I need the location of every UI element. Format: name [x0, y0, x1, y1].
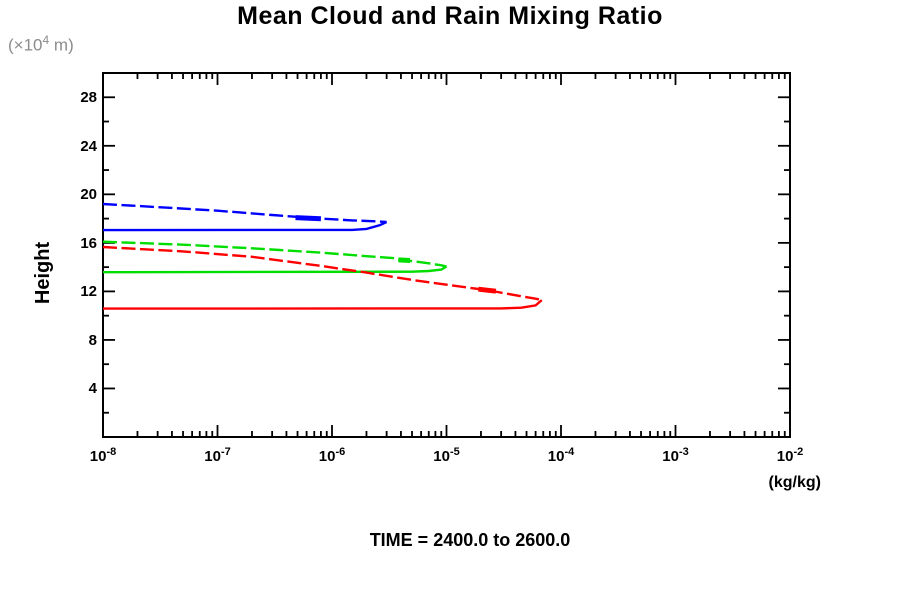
series-blue-upper-edge [102, 202, 387, 224]
y-axis-unit-exponent: 4 [42, 33, 50, 47]
y-axis-unit-prefix: (×10 [8, 35, 43, 55]
series-red-upper-edge [102, 245, 543, 302]
y-axis-unit-note: (×104 m) [8, 33, 74, 56]
y-tick-label: 8 [88, 331, 97, 349]
y-tick-label: 20 [80, 186, 97, 204]
y-tick-label: 24 [80, 137, 97, 155]
y-tick-label: 4 [88, 380, 97, 398]
x-tick-label: 10-2 [776, 446, 804, 465]
x-tick-label: 10-4 [547, 446, 575, 465]
axis-box [102, 72, 791, 438]
y-axis-unit-suffix: m) [49, 35, 74, 55]
series-blue-lower-edge [102, 220, 388, 232]
series-red-label-mark [478, 286, 497, 294]
chart-title: Mean Cloud and Rain Mixing Ratio [237, 2, 663, 30]
y-tick-label: 28 [80, 89, 97, 107]
x-tick-label: 10-6 [318, 446, 346, 465]
series-red-lower-edge [102, 299, 543, 310]
y-tick-label: 12 [80, 283, 97, 301]
x-tick-label: 10-5 [433, 446, 460, 465]
series-green-lower-edge [102, 265, 448, 274]
y-tick-label: 16 [80, 234, 97, 252]
series-blue-label-mark [295, 215, 322, 222]
series-green-upper-edge [102, 240, 447, 268]
x-tick-label: 10-3 [662, 446, 689, 465]
series-green-label-mark [398, 257, 411, 263]
x-axis-unit: (kg/kg) [768, 474, 821, 491]
x-tick-label: 10-8 [89, 446, 117, 465]
time-range-label: TIME = 2400.0 to 2600.0 [369, 530, 571, 550]
x-tick-label: 10-7 [204, 446, 231, 465]
